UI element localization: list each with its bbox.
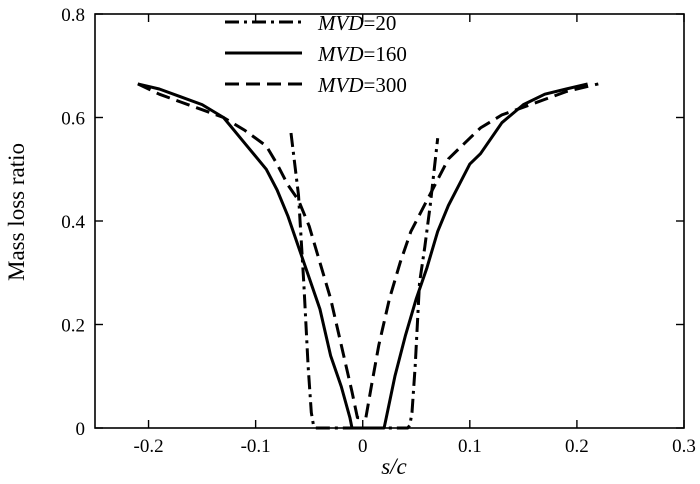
series-line-3 bbox=[137, 82, 599, 420]
x-tick-label: -0.1 bbox=[241, 436, 271, 457]
y-tick-label: 0.4 bbox=[61, 212, 85, 233]
y-axis-ticks: 0 0.2 0.4 0.6 0.8 bbox=[61, 5, 684, 440]
y-axis-label: Mass loss ratio bbox=[4, 143, 29, 281]
series-line-2 bbox=[137, 82, 588, 430]
legend-label-italic: MVD bbox=[317, 42, 364, 66]
series-layer bbox=[137, 82, 599, 430]
x-tick-label: -0.2 bbox=[134, 436, 164, 457]
legend-label-italic: MVD bbox=[317, 73, 364, 97]
x-tick-label: 0 bbox=[358, 436, 368, 457]
x-tick-label: 0.1 bbox=[458, 436, 482, 457]
series-line-1 bbox=[289, 132, 440, 430]
y-tick-label: 0.6 bbox=[61, 109, 85, 130]
x-tick-label: 0.2 bbox=[565, 436, 589, 457]
y-tick-label: 0 bbox=[76, 419, 86, 440]
legend-label-2: MVD=160 bbox=[317, 42, 407, 66]
legend-label-italic: MVD bbox=[317, 11, 364, 35]
x-axis-ticks: -0.2 -0.1 0 0.1 0.2 0.3 bbox=[134, 14, 696, 457]
y-tick-label: 0.8 bbox=[61, 5, 85, 26]
legend-label-3: MVD=300 bbox=[317, 73, 407, 97]
y-tick-label: 0.2 bbox=[61, 316, 85, 337]
x-axis-label: s/c bbox=[381, 454, 407, 479]
x-tick-label: 0.3 bbox=[672, 436, 696, 457]
legend-label-value: =300 bbox=[364, 73, 407, 97]
legend-label-1: MVD=20 bbox=[317, 11, 396, 35]
legend-label-value: =20 bbox=[364, 11, 397, 35]
legend-label-value: =160 bbox=[364, 42, 407, 66]
